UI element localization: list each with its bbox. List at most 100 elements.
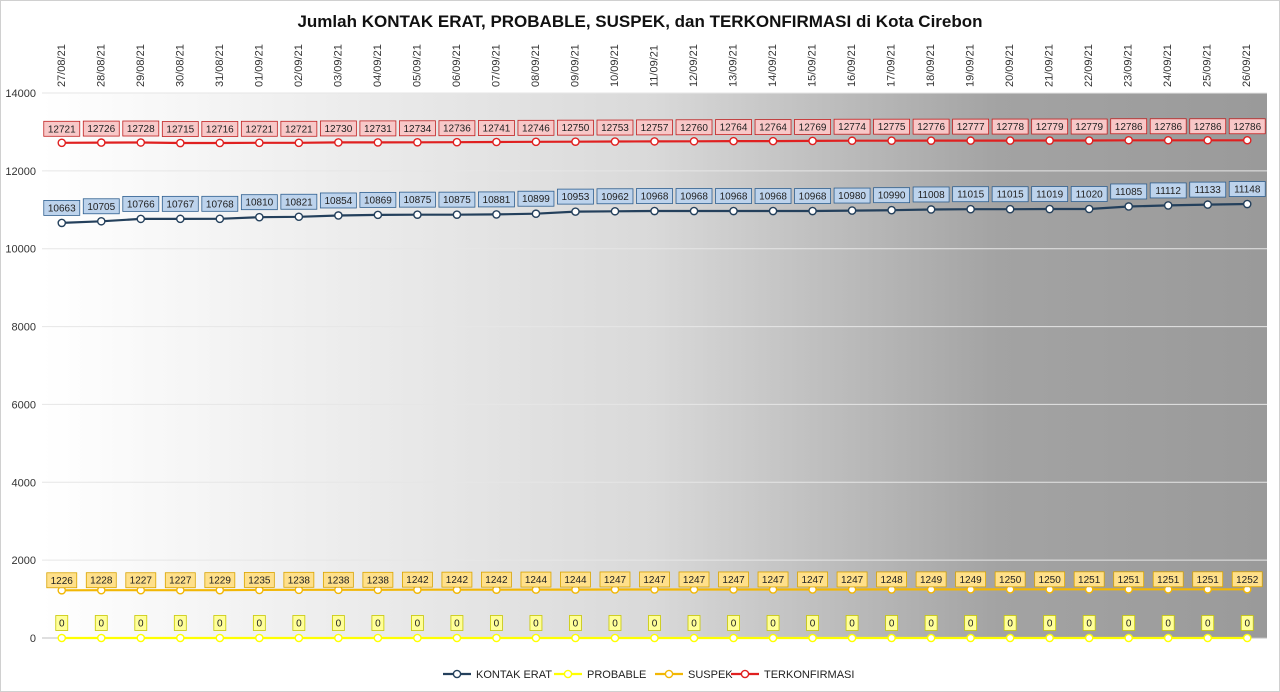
svg-text:0: 0 <box>810 619 816 630</box>
svg-text:1244: 1244 <box>525 575 548 586</box>
y-tick-label: 0 <box>30 633 36 645</box>
svg-text:12764: 12764 <box>720 123 748 134</box>
data-point-terkonfirmasi <box>96 138 106 147</box>
data-point-kontak-erat <box>1242 199 1252 209</box>
data-point-probable <box>96 633 106 643</box>
data-label-suspek: 1251 <box>1073 571 1105 588</box>
data-label-terkonfirmasi: 12786 <box>1228 118 1266 135</box>
data-point-probable <box>610 633 620 643</box>
data-point-kontak-erat <box>136 214 146 224</box>
data-point-terkonfirmasi <box>1124 135 1133 145</box>
svg-text:11019: 11019 <box>1036 190 1064 201</box>
x-tick-label: 24/09/21 <box>1162 44 1174 87</box>
svg-text:1247: 1247 <box>841 575 864 586</box>
svg-text:10968: 10968 <box>720 192 748 203</box>
svg-text:12721: 12721 <box>245 124 273 135</box>
data-point-probable <box>1005 633 1015 643</box>
svg-text:12777: 12777 <box>957 122 985 133</box>
data-point-terkonfirmasi <box>255 138 264 148</box>
data-label-kontak-erat: 10767 <box>161 195 199 212</box>
data-label-probable: 0 <box>529 615 543 631</box>
data-point-kontak-erat <box>808 206 817 216</box>
data-label-probable: 0 <box>608 615 622 631</box>
data-label-suspek: 1244 <box>560 571 591 588</box>
svg-text:10875: 10875 <box>443 195 471 206</box>
svg-text:0: 0 <box>494 619 500 630</box>
x-tick-label: 11/09/21 <box>649 45 661 87</box>
data-point-kontak-erat <box>1045 204 1054 214</box>
data-label-suspek: 1226 <box>46 572 78 589</box>
data-label-terkonfirmasi: 12753 <box>596 119 634 136</box>
data-point-kontak-erat <box>255 212 264 222</box>
data-label-probable: 0 <box>1201 615 1215 631</box>
svg-text:10968: 10968 <box>680 192 708 203</box>
data-point-probable <box>571 633 580 643</box>
svg-text:TERKONFIRMASI: TERKONFIRMASI <box>764 669 854 681</box>
svg-text:0: 0 <box>691 619 697 630</box>
data-label-terkonfirmasi: 12776 <box>912 118 950 135</box>
svg-text:1238: 1238 <box>367 575 390 586</box>
data-label-suspek: 1238 <box>322 571 354 588</box>
data-point-probable <box>729 633 738 643</box>
data-label-terkonfirmasi: 12779 <box>1070 118 1108 135</box>
data-label-probable: 0 <box>134 615 148 631</box>
legend-item-probable: PROBABLE <box>554 669 646 681</box>
data-point-probable <box>1084 633 1094 643</box>
svg-text:0: 0 <box>1047 619 1053 630</box>
svg-text:1251: 1251 <box>1197 575 1220 586</box>
data-point-kontak-erat <box>571 207 580 216</box>
svg-text:1251: 1251 <box>1118 575 1141 586</box>
series <box>57 135 1252 643</box>
data-point-kontak-erat <box>1005 204 1015 214</box>
svg-text:11020: 11020 <box>1076 190 1104 201</box>
data-point-kontak-erat <box>768 206 778 216</box>
data-point-terkonfirmasi <box>294 138 304 148</box>
svg-text:11015: 11015 <box>957 190 985 201</box>
data-point-kontak-erat <box>413 210 422 219</box>
svg-text:12726: 12726 <box>87 124 115 135</box>
data-label-probable: 0 <box>687 615 701 631</box>
svg-text:12721: 12721 <box>48 124 76 135</box>
data-label-terkonfirmasi: 12786 <box>1189 118 1227 135</box>
data-point-probable <box>413 633 422 643</box>
data-point-probable <box>887 633 896 643</box>
svg-text:11133: 11133 <box>1195 185 1222 196</box>
data-label-terkonfirmasi: 12757 <box>636 119 673 136</box>
data-label-terkonfirmasi: 12777 <box>952 118 990 135</box>
data-point-kontak-erat <box>531 209 541 219</box>
svg-text:10854: 10854 <box>324 196 352 207</box>
svg-text:10869: 10869 <box>364 195 392 206</box>
data-point-terkonfirmasi <box>847 136 857 146</box>
data-label-probable: 0 <box>411 615 424 631</box>
data-label-kontak-erat: 10968 <box>754 188 792 204</box>
svg-text:1244: 1244 <box>564 575 587 586</box>
data-point-terkonfirmasi <box>610 137 620 146</box>
data-label-terkonfirmasi: 12721 <box>280 120 318 137</box>
svg-text:10767: 10767 <box>166 199 194 210</box>
x-tick-label: 05/09/21 <box>411 44 423 87</box>
x-tick-label: 07/09/21 <box>490 44 502 87</box>
data-point-kontak-erat <box>176 214 185 224</box>
x-tick-label: 12/09/21 <box>688 44 700 87</box>
data-point-probable <box>1203 633 1213 643</box>
svg-text:12779: 12779 <box>1075 122 1103 133</box>
svg-text:0: 0 <box>415 619 421 630</box>
data-label-probable: 0 <box>490 615 503 631</box>
data-label-terkonfirmasi: 12721 <box>43 120 81 137</box>
svg-text:0: 0 <box>731 619 737 630</box>
data-point-terkonfirmasi <box>729 136 738 146</box>
svg-text:12734: 12734 <box>403 124 431 135</box>
data-point-terkonfirmasi <box>215 138 225 148</box>
data-label-kontak-erat: 10968 <box>675 188 713 204</box>
data-label-probable: 0 <box>213 615 227 631</box>
svg-text:10980: 10980 <box>838 191 866 202</box>
data-label-suspek: 1227 <box>125 572 157 589</box>
data-label-kontak-erat: 10768 <box>201 195 239 212</box>
svg-text:1248: 1248 <box>880 575 903 586</box>
data-point-probable <box>847 633 857 643</box>
svg-text:10968: 10968 <box>641 192 669 203</box>
y-tick-label: 6000 <box>12 399 36 411</box>
svg-text:1242: 1242 <box>446 575 469 586</box>
svg-text:10663: 10663 <box>48 203 76 214</box>
data-label-probable: 0 <box>331 615 345 631</box>
